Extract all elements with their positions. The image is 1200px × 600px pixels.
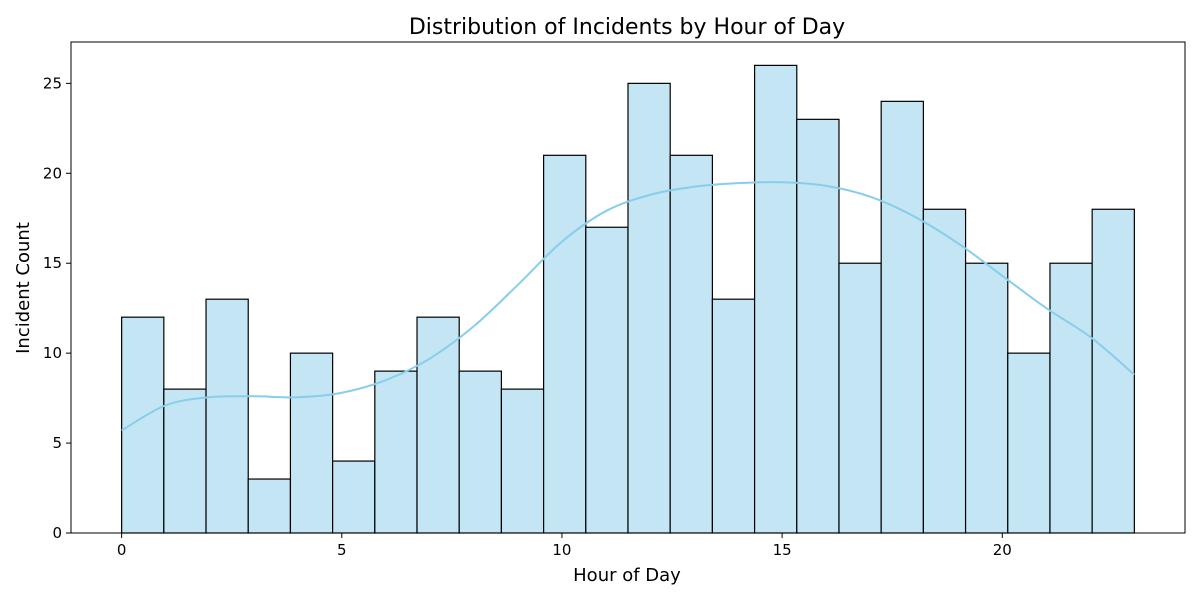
histogram-bar: [1091, 208, 1135, 534]
histogram-bar: [880, 100, 924, 534]
y-axis-ticks: 0 5 10 15 20 25: [43, 74, 71, 542]
histogram-bar: [585, 226, 629, 534]
histogram-bar: [247, 478, 292, 534]
histogram-bar: [289, 352, 334, 534]
histogram-bar: [669, 154, 713, 534]
histogram-bar: [332, 460, 376, 534]
y-tick-label: 0: [52, 524, 62, 542]
x-axis-label: Hour of Day: [573, 565, 681, 586]
histogram-bar: [753, 64, 798, 534]
x-tick-label: 15: [773, 541, 792, 559]
x-tick-label: 0: [117, 541, 127, 559]
x-tick-label: 10: [552, 541, 571, 559]
histogram-bar: [543, 154, 587, 534]
histogram-bar: [458, 370, 503, 534]
histogram-bar: [416, 316, 460, 534]
x-axis-ticks: 0 5 10 15 20: [117, 533, 1012, 559]
histogram-bar: [500, 388, 545, 534]
histogram-bar: [922, 208, 967, 534]
bars-group: [121, 64, 1135, 534]
chart-title: Distribution of Incidents by Hour of Day: [409, 15, 845, 40]
y-axis-label: Incident Count: [13, 222, 34, 354]
y-tick-label: 10: [43, 344, 62, 362]
y-tick-label: 25: [43, 74, 62, 92]
y-tick-label: 15: [43, 254, 62, 272]
histogram-bar: [205, 298, 249, 534]
histogram-bar: [163, 388, 207, 534]
histogram-bar: [964, 262, 1009, 534]
histogram-bar: [374, 370, 418, 534]
histogram-bar: [796, 118, 840, 534]
histogram-bar: [121, 316, 165, 534]
histogram-bar: [711, 298, 756, 534]
plot-frame: [70, 41, 1186, 534]
histogram-bar: [1049, 262, 1093, 534]
histogram-bar: [627, 82, 671, 534]
kde-curve: [121, 181, 1136, 432]
x-tick-label: 20: [993, 541, 1012, 559]
histogram-bar: [1007, 352, 1051, 534]
y-tick-label: 20: [43, 164, 62, 182]
histogram-bar: [838, 262, 882, 534]
y-tick-label: 5: [52, 434, 62, 452]
x-tick-label: 5: [337, 541, 347, 559]
